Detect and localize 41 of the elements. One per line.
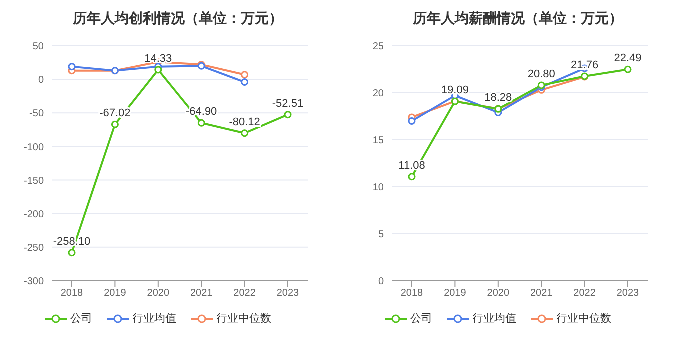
x-tick-label: 2022 — [234, 288, 256, 300]
legend-label: 行业中位数 — [216, 312, 272, 326]
legend-label: 公司 — [70, 312, 92, 326]
y-tick-label: -300 — [24, 276, 44, 288]
data-label: -80.12 — [229, 116, 260, 128]
y-tick-label: -200 — [24, 209, 44, 220]
chart-title: 历年人均创利情况（单位：万元） — [72, 10, 284, 28]
y-tick-label: -100 — [24, 142, 44, 154]
y-tick-label: 0 — [38, 75, 44, 86]
x-tick-label: 2023 — [616, 288, 640, 300]
x-tick-label: 2018 — [400, 288, 424, 300]
legend-label: 行业均值 — [132, 312, 176, 326]
y-tick-label: 10 — [372, 182, 384, 194]
x-tick-label: 2018 — [60, 288, 84, 300]
data-label: 22.49 — [614, 52, 642, 65]
y-tick-label: 25 — [372, 42, 384, 53]
data-label: 20.80 — [528, 68, 556, 80]
y-tick-label: 5 — [378, 230, 384, 241]
data-label: 18.28 — [484, 92, 512, 104]
data-label: -52.51 — [272, 98, 304, 110]
y-tick-label: 20 — [372, 88, 384, 100]
x-tick-label: 2021 — [190, 288, 214, 300]
y-tick-label: -150 — [24, 176, 44, 187]
data-label: 19.09 — [441, 84, 469, 97]
data-label: 21.76 — [571, 59, 599, 72]
legend-label: 行业中位数 — [556, 312, 612, 326]
chart-title: 历年人均薪酬情况（单位：万元） — [412, 10, 624, 28]
y-tick-label: 0 — [378, 276, 384, 288]
y-tick-label: 15 — [372, 136, 384, 147]
y-tick-label: 50 — [32, 42, 44, 53]
x-tick-label: 2020 — [147, 288, 170, 300]
y-tick-label: -250 — [24, 242, 44, 254]
x-tick-label: 2022 — [574, 288, 596, 300]
legend-label: 公司 — [410, 312, 432, 326]
legend-label: 行业均值 — [472, 312, 516, 326]
x-tick-label: 2019 — [444, 288, 467, 300]
x-tick-label: 2023 — [276, 288, 300, 300]
x-tick-label: 2019 — [104, 288, 127, 300]
x-tick-label: 2020 — [487, 288, 510, 300]
x-tick-label: 2021 — [530, 288, 554, 300]
y-tick-label: -50 — [30, 108, 44, 120]
